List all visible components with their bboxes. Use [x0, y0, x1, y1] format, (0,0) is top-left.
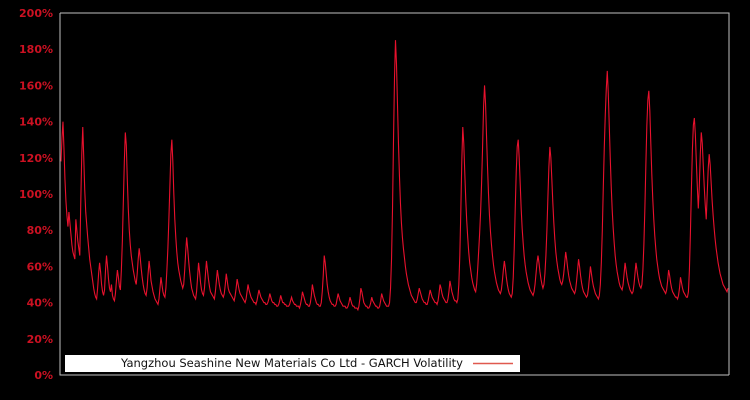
y-axis-tick-label: 120%	[19, 152, 53, 165]
y-axis-tick-label: 160%	[19, 79, 53, 92]
series-group	[60, 40, 729, 312]
legend-label: Yangzhou Seashine New Materials Co Ltd -…	[120, 356, 463, 370]
y-axis-tick-label: 140%	[19, 116, 53, 129]
y-axis-tick-label: 100%	[19, 188, 53, 201]
y-axis-tick-label: 180%	[19, 43, 53, 56]
y-axis-tick-label: 200%	[19, 7, 53, 20]
y-axis-tick-label: 40%	[27, 297, 53, 310]
garch-volatility-series	[60, 40, 729, 312]
y-axis-tick-label: 0%	[34, 369, 53, 382]
axis-left-bottom	[59, 13, 729, 376]
y-axis-tick-label: 60%	[27, 260, 53, 273]
legend-background	[65, 355, 520, 372]
y-axis-tick-label: 80%	[27, 224, 53, 237]
legend[interactable]: Yangzhou Seashine New Materials Co Ltd -…	[65, 355, 520, 372]
axis-top-right	[60, 12, 730, 375]
y-axis-tick-label: 20%	[27, 333, 53, 346]
y-axis-tick-labels: 0% 20% 40% 60% 80% 100% 120% 140% 160% 180% 200%	[19, 7, 53, 382]
